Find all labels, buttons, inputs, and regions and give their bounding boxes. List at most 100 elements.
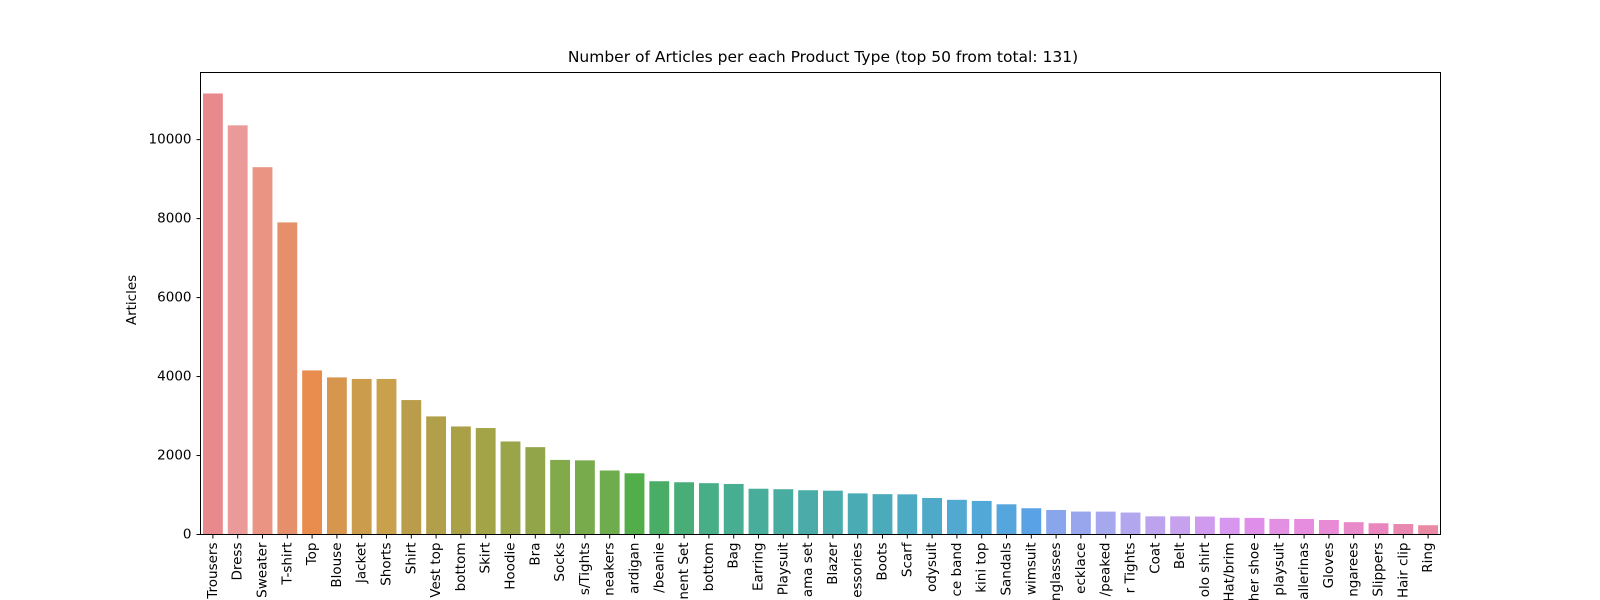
bar-10 xyxy=(450,426,471,535)
x-tick-label: nent Set xyxy=(676,543,692,600)
chart-title: Number of Articles per each Product Type… xyxy=(568,48,1078,66)
x-tick-label: Hat/brim xyxy=(1222,543,1238,600)
y-tick-label: 8000 xyxy=(157,211,191,227)
y-tick-label: 4000 xyxy=(157,369,191,385)
bar-3 xyxy=(277,222,298,535)
x-tick-label: Bra xyxy=(527,543,543,566)
x-tick-label: ngarees xyxy=(1346,543,1362,597)
x-tick-label: Shorts xyxy=(379,543,395,586)
bar-37 xyxy=(1120,512,1141,535)
bar-17 xyxy=(624,473,645,535)
y-tick-label: 6000 xyxy=(157,290,191,306)
bar-42 xyxy=(1244,517,1265,535)
y-tick-label: 0 xyxy=(183,527,192,543)
bars-group xyxy=(202,93,1439,535)
bar-47 xyxy=(1368,523,1389,535)
x-tick-label: Socks xyxy=(552,543,568,582)
y-ticks-group: 0 2000 4000 6000 8000 10000 xyxy=(149,132,201,543)
bar-7 xyxy=(376,378,397,535)
bar-18 xyxy=(649,481,670,535)
x-tick-label: ardigan xyxy=(627,543,643,594)
bar-22 xyxy=(748,488,769,535)
bar-6 xyxy=(351,378,372,535)
x-tick-label: Playsuit xyxy=(775,543,791,596)
bar-25 xyxy=(822,490,843,535)
bar-23 xyxy=(773,489,794,535)
x-tick-label: Skirt xyxy=(478,543,494,574)
bar-5 xyxy=(326,377,347,535)
x-tick-label: playsuit xyxy=(1271,543,1287,596)
x-tick-label: Hair clip xyxy=(1395,543,1411,599)
bar-38 xyxy=(1145,516,1166,535)
bar-2 xyxy=(252,167,273,535)
x-tick-label: Gloves xyxy=(1321,543,1337,589)
x-ticks-group: Trousers Dress Sweater T-shirt Top Blouse Jack… xyxy=(205,534,1436,600)
x-tick-label: Blouse xyxy=(329,543,345,588)
x-tick-label: Belt xyxy=(1172,543,1188,570)
bar-40 xyxy=(1194,516,1215,535)
y-axis-label: Articles xyxy=(124,275,140,325)
bar-33 xyxy=(1021,508,1042,535)
bar-30 xyxy=(946,499,967,535)
x-tick-label: bottom xyxy=(701,543,717,592)
bar-4 xyxy=(302,370,323,535)
bar-15 xyxy=(574,460,595,535)
x-tick-label: odysuit xyxy=(924,543,940,592)
bar-9 xyxy=(426,416,447,535)
x-tick-label: Top xyxy=(304,543,320,567)
x-tick-label: Ring xyxy=(1420,543,1436,573)
x-tick-label: ama set xyxy=(800,543,816,598)
bar-14 xyxy=(550,459,571,535)
bar-24 xyxy=(798,490,819,535)
bar-31 xyxy=(971,500,992,535)
x-tick-label: Sandals xyxy=(999,543,1015,596)
bar-48 xyxy=(1393,524,1414,535)
x-tick-label: s/Tights xyxy=(577,543,593,596)
x-tick-label: allerinas xyxy=(1296,543,1312,600)
y-tick-label: 2000 xyxy=(157,448,191,464)
x-tick-label: Shirt xyxy=(403,543,419,575)
x-tick-label: Vest top xyxy=(428,543,444,598)
x-tick-label: Coat xyxy=(1147,543,1163,574)
bar-28 xyxy=(897,494,918,535)
x-tick-label: wimsuit xyxy=(1023,543,1039,596)
bar-32 xyxy=(996,504,1017,535)
x-tick-label: Boots xyxy=(875,543,891,581)
bar-1 xyxy=(227,125,248,535)
x-tick-label: Dress xyxy=(230,543,246,581)
x-tick-label: ecklace xyxy=(1073,543,1089,594)
bar-46 xyxy=(1343,522,1364,535)
x-tick-label: Sweater xyxy=(255,542,271,598)
bar-34 xyxy=(1046,509,1067,535)
bar-16 xyxy=(599,470,620,535)
bar-27 xyxy=(872,494,893,535)
x-tick-label: essories xyxy=(850,543,866,598)
bar-43 xyxy=(1269,518,1290,535)
x-tick-label: bottom xyxy=(453,543,469,592)
x-tick-label: Bag xyxy=(726,543,742,569)
x-tick-label: Slippers xyxy=(1371,543,1387,597)
x-tick-label: ce band xyxy=(949,543,965,597)
x-tick-label: r Tights xyxy=(1123,543,1139,594)
bar-36 xyxy=(1095,511,1116,535)
x-tick-label: Jacket xyxy=(354,543,370,585)
bar-12 xyxy=(500,441,521,535)
x-tick-label: neakers xyxy=(602,543,618,596)
bar-39 xyxy=(1170,516,1191,535)
bar-44 xyxy=(1294,518,1315,535)
x-tick-label: Hoodie xyxy=(503,543,519,590)
x-tick-label: Earring xyxy=(751,543,767,592)
x-tick-label: nglasses xyxy=(1048,543,1064,600)
bar-45 xyxy=(1318,520,1339,535)
x-tick-label: her shoe xyxy=(1247,543,1263,600)
bar-41 xyxy=(1219,517,1240,535)
x-tick-label: Trousers xyxy=(205,543,221,600)
x-tick-label: Blazer xyxy=(825,542,841,585)
bar-8 xyxy=(401,400,422,535)
x-tick-label: /peaked xyxy=(1098,543,1114,597)
x-tick-label: olo shirt xyxy=(1197,543,1213,598)
y-tick-label: 10000 xyxy=(149,132,192,148)
bar-26 xyxy=(847,493,868,535)
x-tick-label: T-shirt xyxy=(279,543,295,586)
